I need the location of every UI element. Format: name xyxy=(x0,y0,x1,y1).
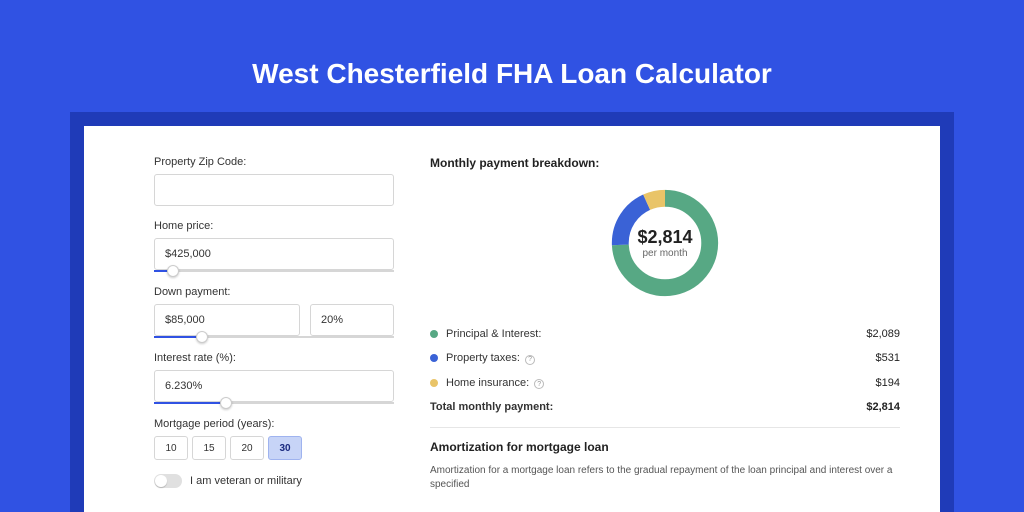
legend-row-taxes: Property taxes: ? $531 xyxy=(430,346,900,371)
legend-value-principal: $2,089 xyxy=(866,328,900,340)
interest-slider[interactable] xyxy=(154,402,394,404)
home-price-label: Home price: xyxy=(154,220,394,232)
interest-slider-fill xyxy=(154,402,226,404)
donut-sub: per month xyxy=(642,248,687,259)
interest-field-group: Interest rate (%): xyxy=(154,352,394,404)
period-option-30[interactable]: 30 xyxy=(268,436,302,460)
donut-chart: $2,814 per month xyxy=(606,184,724,302)
legend-label-insurance-text: Home insurance: xyxy=(446,377,529,389)
legend-label-total: Total monthly payment: xyxy=(430,401,553,413)
legend-value-total: $2,814 xyxy=(866,401,900,413)
section-divider xyxy=(430,427,900,428)
inputs-column: Property Zip Code: Home price: Down paym… xyxy=(84,126,414,512)
home-price-field-group: Home price: xyxy=(154,220,394,272)
period-option-15[interactable]: 15 xyxy=(192,436,226,460)
amortization-title: Amortization for mortgage loan xyxy=(430,440,900,454)
legend-label-insurance: Home insurance: ? xyxy=(446,377,544,390)
legend-label-taxes: Property taxes: ? xyxy=(446,352,535,365)
legend-dot-principal xyxy=(430,330,438,338)
veteran-toggle[interactable] xyxy=(154,474,182,488)
legend-row-total: Total monthly payment: $2,814 xyxy=(430,395,900,419)
donut-chart-container: $2,814 per month xyxy=(430,184,900,302)
period-option-10[interactable]: 10 xyxy=(154,436,188,460)
period-option-20[interactable]: 20 xyxy=(230,436,264,460)
legend-label-taxes-text: Property taxes: xyxy=(446,352,520,364)
calculator-card: Property Zip Code: Home price: Down paym… xyxy=(84,126,940,512)
veteran-toggle-knob xyxy=(155,475,167,487)
period-field-group: Mortgage period (years): 10 15 20 30 xyxy=(154,418,394,460)
home-price-input[interactable] xyxy=(154,238,394,270)
zip-field-group: Property Zip Code: xyxy=(154,156,394,206)
legend-label-principal: Principal & Interest: xyxy=(446,328,541,340)
down-payment-slider-thumb[interactable] xyxy=(196,331,208,343)
donut-center: $2,814 per month xyxy=(606,184,724,302)
donut-amount: $2,814 xyxy=(637,227,692,248)
down-payment-label: Down payment: xyxy=(154,286,394,298)
veteran-toggle-row: I am veteran or military xyxy=(154,474,394,488)
interest-input[interactable] xyxy=(154,370,394,402)
amortization-text: Amortization for a mortgage loan refers … xyxy=(430,464,900,492)
legend-value-taxes: $531 xyxy=(876,352,900,364)
breakdown-title: Monthly payment breakdown: xyxy=(430,156,900,170)
veteran-toggle-label: I am veteran or military xyxy=(190,475,302,487)
legend-value-insurance: $194 xyxy=(876,377,900,389)
home-price-slider[interactable] xyxy=(154,270,394,272)
info-icon[interactable]: ? xyxy=(534,379,544,389)
zip-label: Property Zip Code: xyxy=(154,156,394,168)
legend-row-insurance: Home insurance: ? $194 xyxy=(430,371,900,396)
interest-label: Interest rate (%): xyxy=(154,352,394,364)
zip-input[interactable] xyxy=(154,174,394,206)
page-background: West Chesterfield FHA Loan Calculator Pr… xyxy=(0,0,1024,512)
page-title: West Chesterfield FHA Loan Calculator xyxy=(0,0,1024,90)
legend-dot-insurance xyxy=(430,379,438,387)
period-label: Mortgage period (years): xyxy=(154,418,394,430)
legend-row-principal: Principal & Interest: $2,089 xyxy=(430,322,900,346)
info-icon[interactable]: ? xyxy=(525,355,535,365)
period-options: 10 15 20 30 xyxy=(154,436,394,460)
home-price-slider-thumb[interactable] xyxy=(167,265,179,277)
down-payment-pct-input[interactable] xyxy=(310,304,394,336)
interest-slider-thumb[interactable] xyxy=(220,397,232,409)
down-payment-slider-fill xyxy=(154,336,202,338)
down-payment-slider[interactable] xyxy=(154,336,394,338)
breakdown-column: Monthly payment breakdown: $2,814 per mo… xyxy=(414,126,940,512)
down-payment-input[interactable] xyxy=(154,304,300,336)
legend-dot-taxes xyxy=(430,354,438,362)
down-payment-field-group: Down payment: xyxy=(154,286,394,338)
